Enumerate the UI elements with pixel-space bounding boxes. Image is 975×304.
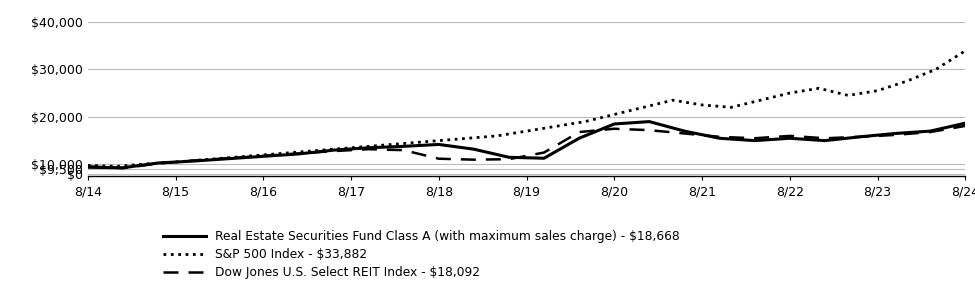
Real Estate Securities Fund Class A (with maximum sales charge) - $18,668	[889, 132, 901, 135]
Real Estate Securities Fund Class A (with maximum sales charge) - $18,668	[749, 139, 761, 143]
S&P 500 Index - $33,882	[462, 136, 474, 140]
S&P 500 Index - $33,882	[901, 79, 913, 83]
S&P 500 Index - $33,882	[784, 91, 796, 95]
Line: S&P 500 Index - $33,882: S&P 500 Index - $33,882	[88, 51, 965, 166]
Real Estate Securities Fund Class A (with maximum sales charge) - $18,668	[222, 157, 234, 161]
Real Estate Securities Fund Class A (with maximum sales charge) - $18,668	[433, 143, 445, 146]
S&P 500 Index - $33,882	[170, 160, 181, 164]
S&P 500 Index - $33,882	[404, 141, 415, 145]
S&P 500 Index - $33,882	[696, 103, 708, 107]
Dow Jones U.S. Select REIT Index - $18,092	[538, 151, 550, 154]
Real Estate Securities Fund Class A (with maximum sales charge) - $18,668	[328, 148, 339, 152]
Dow Jones U.S. Select REIT Index - $18,092	[679, 132, 690, 135]
S&P 500 Index - $33,882	[667, 98, 679, 102]
Legend: Real Estate Securities Fund Class A (with maximum sales charge) - $18,668, S&P 5: Real Estate Securities Fund Class A (wit…	[158, 226, 685, 284]
Dow Jones U.S. Select REIT Index - $18,092	[784, 134, 796, 138]
Real Estate Securities Fund Class A (with maximum sales charge) - $18,668	[714, 136, 725, 140]
Real Estate Securities Fund Class A (with maximum sales charge) - $18,668	[538, 157, 550, 160]
Line: Dow Jones U.S. Select REIT Index - $18,092: Dow Jones U.S. Select REIT Index - $18,0…	[88, 126, 965, 168]
Dow Jones U.S. Select REIT Index - $18,092	[854, 135, 866, 139]
S&P 500 Index - $33,882	[725, 105, 737, 109]
S&P 500 Index - $33,882	[872, 89, 883, 92]
Real Estate Securities Fund Class A (with maximum sales charge) - $18,668	[82, 165, 94, 169]
S&P 500 Index - $33,882	[111, 164, 123, 168]
Real Estate Securities Fund Class A (with maximum sales charge) - $18,668	[854, 135, 866, 139]
S&P 500 Index - $33,882	[550, 125, 562, 128]
S&P 500 Index - $33,882	[638, 105, 649, 109]
Line: Real Estate Securities Fund Class A (with maximum sales charge) - $18,668: Real Estate Securities Fund Class A (wit…	[88, 122, 965, 168]
S&P 500 Index - $33,882	[316, 148, 328, 152]
Dow Jones U.S. Select REIT Index - $18,092	[468, 158, 480, 161]
S&P 500 Index - $33,882	[140, 162, 152, 166]
Dow Jones U.S. Select REIT Index - $18,092	[644, 128, 655, 132]
Dow Jones U.S. Select REIT Index - $18,092	[503, 157, 515, 161]
S&P 500 Index - $33,882	[813, 86, 825, 90]
Real Estate Securities Fund Class A (with maximum sales charge) - $18,668	[363, 146, 374, 150]
Dow Jones U.S. Select REIT Index - $18,092	[257, 154, 269, 158]
S&P 500 Index - $33,882	[755, 98, 766, 102]
Real Estate Securities Fund Class A (with maximum sales charge) - $18,668	[292, 152, 304, 156]
S&P 500 Index - $33,882	[345, 146, 357, 150]
S&P 500 Index - $33,882	[930, 67, 942, 71]
S&P 500 Index - $33,882	[491, 134, 503, 138]
Dow Jones U.S. Select REIT Index - $18,092	[819, 136, 831, 140]
Dow Jones U.S. Select REIT Index - $18,092	[749, 136, 761, 140]
S&P 500 Index - $33,882	[433, 139, 445, 143]
Real Estate Securities Fund Class A (with maximum sales charge) - $18,668	[573, 136, 585, 140]
S&P 500 Index - $33,882	[842, 94, 854, 97]
S&P 500 Index - $33,882	[199, 158, 211, 161]
Dow Jones U.S. Select REIT Index - $18,092	[117, 166, 129, 170]
Real Estate Securities Fund Class A (with maximum sales charge) - $18,668	[679, 129, 690, 133]
S&P 500 Index - $33,882	[374, 143, 386, 147]
Real Estate Securities Fund Class A (with maximum sales charge) - $18,668	[959, 121, 971, 125]
Dow Jones U.S. Select REIT Index - $18,092	[292, 152, 304, 155]
Dow Jones U.S. Select REIT Index - $18,092	[573, 130, 585, 134]
Dow Jones U.S. Select REIT Index - $18,092	[187, 159, 199, 162]
Real Estate Securities Fund Class A (with maximum sales charge) - $18,668	[257, 154, 269, 158]
Dow Jones U.S. Select REIT Index - $18,092	[433, 157, 445, 161]
Dow Jones U.S. Select REIT Index - $18,092	[398, 148, 409, 152]
Dow Jones U.S. Select REIT Index - $18,092	[959, 124, 971, 128]
Dow Jones U.S. Select REIT Index - $18,092	[328, 149, 339, 153]
S&P 500 Index - $33,882	[82, 164, 94, 167]
Dow Jones U.S. Select REIT Index - $18,092	[82, 164, 94, 168]
S&P 500 Index - $33,882	[257, 153, 269, 157]
Real Estate Securities Fund Class A (with maximum sales charge) - $18,668	[468, 147, 480, 151]
Real Estate Securities Fund Class A (with maximum sales charge) - $18,668	[187, 159, 199, 163]
Dow Jones U.S. Select REIT Index - $18,092	[152, 162, 164, 165]
Real Estate Securities Fund Class A (with maximum sales charge) - $18,668	[152, 161, 164, 165]
Dow Jones U.S. Select REIT Index - $18,092	[889, 133, 901, 137]
S&P 500 Index - $33,882	[287, 151, 298, 154]
Real Estate Securities Fund Class A (with maximum sales charge) - $18,668	[644, 120, 655, 123]
S&P 500 Index - $33,882	[228, 155, 240, 159]
Real Estate Securities Fund Class A (with maximum sales charge) - $18,668	[784, 136, 796, 140]
S&P 500 Index - $33,882	[608, 113, 620, 116]
Real Estate Securities Fund Class A (with maximum sales charge) - $18,668	[819, 139, 831, 143]
Dow Jones U.S. Select REIT Index - $18,092	[924, 130, 936, 134]
Real Estate Securities Fund Class A (with maximum sales charge) - $18,668	[398, 144, 409, 148]
Real Estate Securities Fund Class A (with maximum sales charge) - $18,668	[503, 155, 515, 159]
Dow Jones U.S. Select REIT Index - $18,092	[608, 127, 620, 130]
Real Estate Securities Fund Class A (with maximum sales charge) - $18,668	[117, 166, 129, 170]
Dow Jones U.S. Select REIT Index - $18,092	[222, 157, 234, 160]
S&P 500 Index - $33,882	[959, 49, 971, 53]
Real Estate Securities Fund Class A (with maximum sales charge) - $18,668	[924, 129, 936, 133]
S&P 500 Index - $33,882	[579, 120, 591, 123]
Dow Jones U.S. Select REIT Index - $18,092	[714, 135, 725, 139]
S&P 500 Index - $33,882	[521, 129, 532, 133]
Real Estate Securities Fund Class A (with maximum sales charge) - $18,668	[608, 122, 620, 126]
Dow Jones U.S. Select REIT Index - $18,092	[363, 147, 374, 151]
